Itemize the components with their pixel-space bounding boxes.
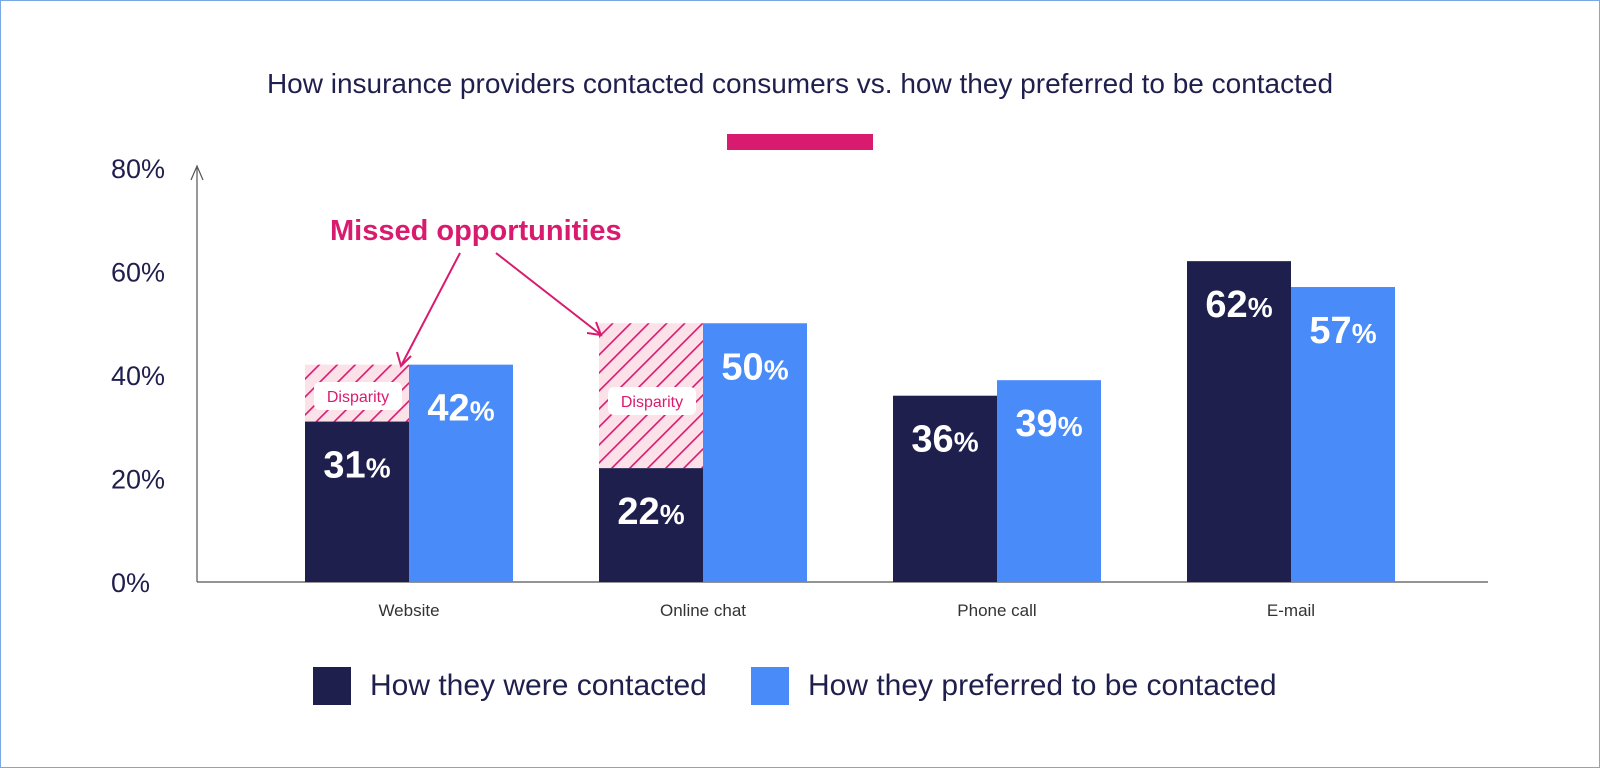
disparity-pill-online-chat bbox=[608, 387, 696, 415]
bar-phone-call-contacted bbox=[893, 395, 997, 582]
data-label-website-preferred: 42% bbox=[427, 388, 494, 430]
y-tick-label-20: 20% bbox=[111, 465, 165, 495]
x-tick-label-website: Website bbox=[378, 601, 439, 620]
annotation-line-website bbox=[401, 252, 461, 365]
x-tick-label-e-mail: E-mail bbox=[1267, 601, 1315, 620]
y-axis-arrow bbox=[190, 164, 204, 181]
legend-swatch-contacted bbox=[313, 667, 351, 705]
bar-phone-call-preferred bbox=[997, 380, 1101, 582]
legend-swatch-preferred bbox=[751, 667, 789, 705]
data-labels: 31% 22% 36% 62% 42% 50% 39% 57% Disparity Dispari… bbox=[314, 284, 1377, 533]
x-tick-label-online-chat: Online chat bbox=[660, 601, 746, 620]
bar-online-chat-contacted bbox=[599, 468, 703, 582]
bar-website-contacted bbox=[305, 421, 409, 582]
bar-e-mail-contacted bbox=[1187, 261, 1291, 582]
y-tick-label-80: 80% bbox=[111, 154, 165, 184]
data-label-website-contacted: 31% bbox=[323, 445, 390, 487]
bar-website-preferred bbox=[409, 364, 513, 582]
y-tick-label-40: 40% bbox=[111, 361, 165, 391]
x-tick-label-phone-call: Phone call bbox=[957, 601, 1036, 620]
bar-e-mail-preferred bbox=[1291, 287, 1395, 582]
axes: 0% 20% 40% 60% 80% Website Online chat Phone ca… bbox=[111, 154, 1488, 620]
data-label-phone-call-preferred: 39% bbox=[1015, 403, 1082, 445]
data-label-e-mail-preferred: 57% bbox=[1309, 310, 1376, 352]
bars bbox=[305, 261, 1395, 582]
annotation-arrowhead-website bbox=[396, 351, 412, 368]
data-label-online-chat-preferred: 50% bbox=[721, 346, 788, 388]
y-tick-label-60: 60% bbox=[111, 258, 165, 288]
disparity-pill-website bbox=[314, 382, 402, 410]
annotation: Missed opportunities bbox=[330, 215, 622, 368]
data-label-phone-call-contacted: 36% bbox=[911, 419, 978, 461]
annotation-arrowhead-online-chat bbox=[586, 321, 603, 337]
disparity-label-online-chat: Disparity bbox=[621, 394, 683, 411]
chart-title: How insurance providers contacted consum… bbox=[266, 68, 1334, 99]
legend-label-preferred: How they preferred to be contacted bbox=[808, 669, 1277, 702]
title-accent-bar bbox=[727, 134, 873, 150]
annotation-line-online-chat bbox=[495, 252, 601, 335]
y-tick-label-0: 0% bbox=[111, 568, 150, 598]
legend-label-contacted: How they were contacted bbox=[370, 669, 707, 702]
data-label-e-mail-contacted: 62% bbox=[1205, 284, 1272, 326]
disparity-label-website: Disparity bbox=[327, 389, 389, 406]
data-label-online-chat-contacted: 22% bbox=[617, 491, 684, 533]
annotation-text: Missed opportunities bbox=[330, 215, 622, 247]
bar-online-chat-preferred bbox=[703, 323, 807, 582]
